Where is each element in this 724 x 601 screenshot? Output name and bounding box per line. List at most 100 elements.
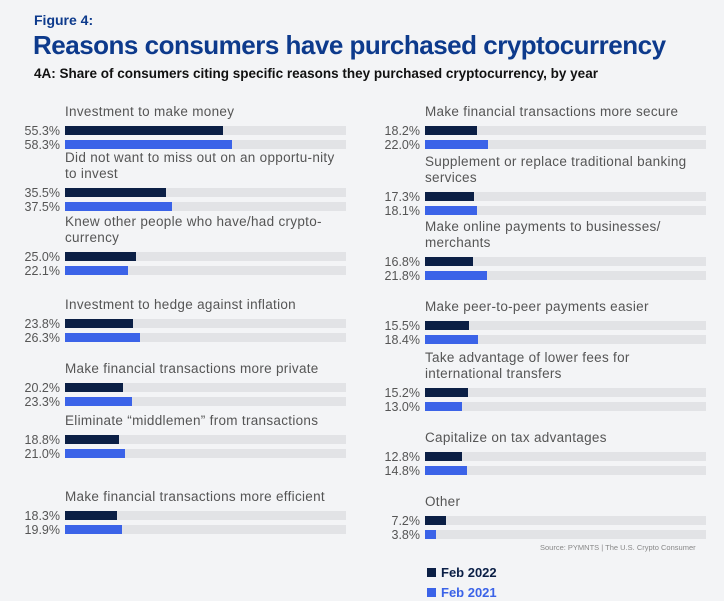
value-label: 17.3% <box>384 190 420 204</box>
bar-row-2021: 19.9% <box>0 523 350 537</box>
bar-track <box>425 271 706 280</box>
bar-2021 <box>65 397 132 406</box>
bar-track <box>65 319 346 328</box>
bar-row-2021: 26.3% <box>0 331 350 345</box>
bar-row-2021: 13.0% <box>360 400 710 414</box>
bar-track <box>65 202 346 211</box>
value-label: 21.8% <box>384 269 420 283</box>
legend-label: Feb 2022 <box>441 565 497 580</box>
figure-label: Figure 4: <box>34 12 94 28</box>
value-label: 3.8% <box>391 528 421 542</box>
bar-group: Make online payments to businesses/ merc… <box>360 219 710 283</box>
bar-row-2022: 16.8% <box>360 255 710 269</box>
bar-2021 <box>425 335 478 344</box>
bar-2022 <box>65 319 134 328</box>
bar-2021 <box>425 402 463 411</box>
bar-row-2022: 15.2% <box>360 386 710 400</box>
value-label: 14.8% <box>384 464 420 478</box>
value-label: 58.3% <box>24 138 60 152</box>
value-label: 22.0% <box>384 138 420 152</box>
bar-row-2021: 3.8% <box>360 528 710 542</box>
bar-2021 <box>65 202 173 211</box>
bar-row-2022: 23.8% <box>0 317 350 331</box>
bar-2022 <box>65 435 119 444</box>
bar-2021 <box>425 271 488 280</box>
value-label: 12.8% <box>384 450 420 464</box>
legend-item-2021: Feb 2021 <box>427 585 497 600</box>
bar-track <box>65 449 346 458</box>
value-label: 18.1% <box>384 204 420 218</box>
category-label: Investment to make money <box>65 104 235 119</box>
source-note: Source: PYMNTS | The U.S. Crypto Consume… <box>540 543 696 552</box>
value-label: 25.0% <box>24 250 60 264</box>
bar-track <box>425 388 706 397</box>
bar-2022 <box>425 126 478 135</box>
bar-row-2021: 37.5% <box>0 200 350 214</box>
bar-track <box>65 188 346 197</box>
bar-row-2022: 20.2% <box>0 381 350 395</box>
bar-group: Investment to make money 55.3% 58.3% <box>0 104 350 152</box>
bar-group: Did not want to miss out on an opportu-n… <box>0 150 350 214</box>
category-label: Knew other people who have/had crypto-cu… <box>65 214 322 245</box>
bar-group: Make peer-to-peer payments easier 15.5% 18… <box>360 299 710 347</box>
bar-2022 <box>425 192 475 201</box>
legend-swatch-2022 <box>427 568 436 577</box>
bar-track <box>425 192 706 201</box>
bar-track <box>425 257 706 266</box>
value-label: 23.8% <box>24 317 60 331</box>
bar-group: Investment to hedge against inflation 23.… <box>0 297 350 345</box>
bar-2021 <box>425 140 488 149</box>
bar-row-2021: 21.8% <box>360 269 710 283</box>
value-label: 35.5% <box>24 186 60 200</box>
value-label: 37.5% <box>24 200 60 214</box>
bar-2021 <box>425 530 436 539</box>
value-label: 21.0% <box>24 447 60 461</box>
bar-row-2021: 18.4% <box>360 333 710 347</box>
bar-2021 <box>65 449 126 458</box>
bar-track <box>425 206 706 215</box>
value-label: 7.2% <box>391 514 421 528</box>
bar-track <box>425 335 706 344</box>
bar-2022 <box>425 321 470 330</box>
chart-title: Reasons consumers have purchased cryptoc… <box>33 30 666 60</box>
bar-track <box>425 530 706 539</box>
category-label: Make online payments to businesses/ merc… <box>425 219 661 250</box>
value-label: 15.5% <box>384 319 420 333</box>
bar-row-2021: 58.3% <box>0 138 350 152</box>
category-label: Make financial transactions more efficie… <box>65 489 325 504</box>
bar-group: Eliminate “middlemen” from transactions 1… <box>0 413 350 461</box>
bar-row-2021: 21.0% <box>0 447 350 461</box>
bar-track <box>425 321 706 330</box>
category-label: Make peer-to-peer payments easier <box>425 299 649 314</box>
value-label: 20.2% <box>24 381 60 395</box>
value-label: 18.8% <box>24 433 60 447</box>
bar-row-2022: 12.8% <box>360 450 710 464</box>
bar-track <box>65 140 346 149</box>
bar-2021 <box>425 466 468 475</box>
value-label: 23.3% <box>24 395 60 409</box>
bar-row-2022: 25.0% <box>0 250 350 264</box>
value-label: 15.2% <box>384 386 420 400</box>
bar-2022 <box>65 188 167 197</box>
category-label: Take advantage of lower fees for interna… <box>425 350 630 381</box>
legend-item-2022: Feb 2022 <box>427 565 497 580</box>
value-label: 18.2% <box>384 124 420 138</box>
bar-2022 <box>425 516 446 525</box>
bar-2022 <box>65 383 123 392</box>
bar-row-2021: 23.3% <box>0 395 350 409</box>
category-label: Investment to hedge against inflation <box>65 297 296 312</box>
bar-group: Other 7.2% 3.8% <box>360 494 710 542</box>
value-label: 18.4% <box>384 333 420 347</box>
bar-row-2022: 18.2% <box>360 124 710 138</box>
bar-2022 <box>65 126 224 135</box>
bar-track <box>65 333 346 342</box>
bar-track <box>65 511 346 520</box>
category-label: Make financial transactions more private <box>65 361 319 376</box>
legend-swatch-2021 <box>427 588 436 597</box>
bar-2022 <box>425 257 474 266</box>
bar-group: Supplement or replace traditional bankin… <box>360 154 710 218</box>
bar-track <box>425 140 706 149</box>
bar-track <box>65 397 346 406</box>
bar-row-2022: 7.2% <box>360 514 710 528</box>
category-label: Other <box>425 494 461 509</box>
